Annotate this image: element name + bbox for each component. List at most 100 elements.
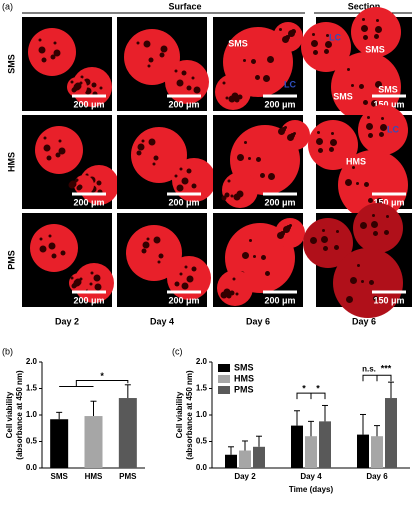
pore xyxy=(282,36,289,43)
scale-bar-label: 200 μm xyxy=(73,99,104,109)
pore xyxy=(89,282,93,286)
pore xyxy=(251,59,256,64)
scale-bar-label: 150 μm xyxy=(373,99,404,109)
pore xyxy=(287,134,294,141)
sphere xyxy=(74,175,94,195)
pore xyxy=(263,75,270,82)
pore xyxy=(384,230,389,235)
pore xyxy=(38,38,42,42)
pore xyxy=(231,92,239,100)
pore xyxy=(329,147,334,152)
pore xyxy=(60,250,66,256)
pore xyxy=(334,245,339,250)
bar xyxy=(357,434,369,468)
significance: * xyxy=(302,383,306,393)
pore xyxy=(316,138,323,145)
pore xyxy=(359,84,364,89)
pore xyxy=(236,190,244,198)
pore xyxy=(137,143,145,151)
pore xyxy=(39,245,47,253)
pore xyxy=(242,252,249,259)
pore xyxy=(152,162,156,166)
pore xyxy=(136,150,142,156)
pore xyxy=(373,296,378,301)
bar xyxy=(385,398,397,468)
pore xyxy=(347,68,350,71)
y-tick-label: 0.0 xyxy=(26,463,38,472)
pore xyxy=(48,234,52,238)
pore xyxy=(53,49,61,57)
pore xyxy=(310,237,317,244)
pore xyxy=(58,147,66,155)
pore xyxy=(323,246,328,251)
y-axis-label: Cell viability xyxy=(5,391,14,438)
pore xyxy=(191,266,197,272)
y-tick-label: 2.0 xyxy=(26,357,38,366)
bar xyxy=(371,436,383,468)
image-label: LC xyxy=(387,124,399,134)
y-axis-label: (absorbance at 450 nm) xyxy=(15,370,24,460)
pore xyxy=(386,215,389,218)
pore xyxy=(181,282,189,290)
sphere xyxy=(28,28,76,76)
legend-label: SMS xyxy=(234,362,254,372)
pore xyxy=(268,173,275,180)
sphere xyxy=(303,218,353,268)
day-label: Day 2 xyxy=(55,316,79,326)
pore xyxy=(357,264,360,267)
pore xyxy=(375,81,382,88)
pore xyxy=(153,236,161,244)
pore xyxy=(237,154,244,161)
pore xyxy=(321,236,328,243)
pore xyxy=(94,283,102,291)
pore xyxy=(148,57,154,63)
day-label: Day 6 xyxy=(352,316,376,326)
pore xyxy=(366,123,373,130)
pore xyxy=(364,182,369,187)
pore xyxy=(330,139,337,146)
pore xyxy=(350,277,357,284)
bar xyxy=(225,454,237,468)
y-tick-label: 1.5 xyxy=(196,384,208,393)
header: Surface xyxy=(168,1,201,11)
pore xyxy=(367,116,370,119)
pore xyxy=(141,248,147,254)
pore xyxy=(317,131,320,134)
significance-bracket xyxy=(296,392,326,400)
scale-bar-label: 200 μm xyxy=(73,197,104,207)
pore xyxy=(143,40,151,48)
pore xyxy=(249,239,252,242)
pore xyxy=(193,86,201,94)
significance: * xyxy=(316,383,320,393)
pore xyxy=(96,180,102,186)
pore xyxy=(48,242,56,250)
pore xyxy=(76,185,82,191)
x-tick-label: Day 6 xyxy=(366,472,388,481)
y-tick-label: 2.0 xyxy=(196,357,208,366)
pore xyxy=(326,34,329,37)
pore xyxy=(181,70,187,76)
image-label: LC xyxy=(329,32,341,42)
pore xyxy=(313,50,318,55)
pore xyxy=(267,56,274,63)
pore xyxy=(244,141,247,144)
pore xyxy=(351,84,354,87)
pore xyxy=(368,198,373,203)
pore xyxy=(79,277,83,281)
pore xyxy=(239,43,242,46)
pore xyxy=(176,79,184,87)
pore xyxy=(179,272,183,276)
image-label: SMS xyxy=(378,84,398,94)
pore xyxy=(312,33,315,36)
pore xyxy=(186,275,194,283)
pore xyxy=(363,100,368,105)
day-label: Day 6 xyxy=(246,316,270,326)
pore xyxy=(70,276,74,280)
pore xyxy=(191,76,195,80)
legend-label: PMS xyxy=(234,384,254,394)
pore xyxy=(80,75,84,79)
significance-bracket xyxy=(59,380,129,388)
panel-label: (c) xyxy=(172,346,183,356)
pore xyxy=(322,229,325,232)
